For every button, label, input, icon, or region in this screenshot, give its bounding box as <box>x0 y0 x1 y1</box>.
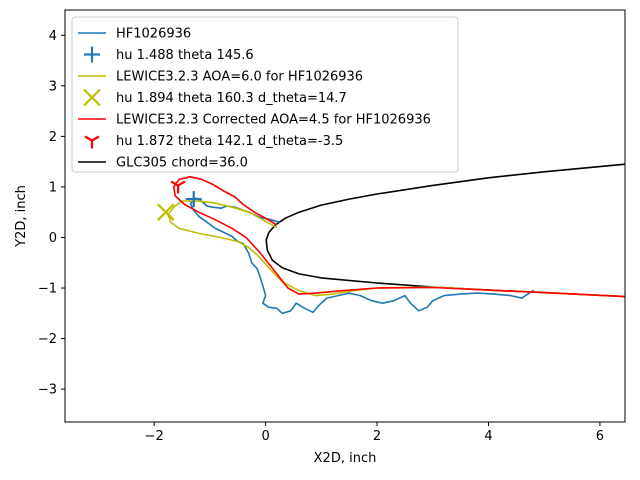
legend-swatch-3 <box>83 88 101 107</box>
x-axis-label: X2D, inch <box>314 451 377 466</box>
x-tick-label: 4 <box>484 429 492 444</box>
legend-swatch-1 <box>84 46 100 63</box>
legend-swatch-5 <box>84 135 100 149</box>
y-tick-label: 1 <box>49 180 57 195</box>
x-tick-label: 2 <box>373 429 381 444</box>
legend: HF1026936 hu 1.488 theta 145.6 LEWICE3.2.3… <box>71 16 459 173</box>
y-axis-label: Y2D, inch <box>14 185 29 248</box>
legend-label-0: HF1026936 <box>116 27 191 42</box>
y-tick-label: −1 <box>38 282 57 297</box>
legend-label-1: hu 1.488 theta 145.6 <box>116 48 254 63</box>
plot-frame <box>64 9 626 423</box>
legend-box <box>71 16 459 173</box>
legend-label-5: hu 1.872 theta 142.1 d_theta=-3.5 <box>116 134 343 149</box>
series-line-3 <box>172 176 625 298</box>
y-tick-label: −3 <box>38 383 57 398</box>
y-tick-label: 2 <box>49 130 57 145</box>
data-marker-1-b <box>157 203 175 221</box>
legend-swatch-5-c <box>91 135 100 142</box>
y-tick-label: 3 <box>49 79 57 94</box>
legend-label-4: LEWICE3.2.3 Corrected AOA=4.5 for HF1026… <box>116 113 431 128</box>
legend-label-3: hu 1.894 theta 160.3 d_theta=14.7 <box>116 91 347 106</box>
x-tick-label: −2 <box>145 429 164 444</box>
y-tick-label: 4 <box>49 29 57 44</box>
y-tick-label: −2 <box>38 332 57 347</box>
series-line-0 <box>265 163 625 298</box>
data-marker-2-b <box>170 180 179 187</box>
x-tick-label: 6 <box>596 429 604 444</box>
x-tick-label: 0 <box>261 429 269 444</box>
legend-label-6: GLC305 chord=36.0 <box>116 156 248 171</box>
legend-swatch-5-b <box>84 135 93 142</box>
data-marker-0 <box>185 191 202 208</box>
data-marker-2-c <box>177 180 186 187</box>
data-marker-2 <box>170 180 186 194</box>
data-marker-1 <box>157 203 175 221</box>
marker-layer <box>157 180 202 221</box>
legend-swatch-3-b <box>83 88 101 107</box>
legend-label-2: LEWICE3.2.3 AOA=6.0 for HF1026936 <box>116 70 363 85</box>
tick-layer: −2 0 2 4 6 −3 −2 −1 0 1 2 3 4 <box>38 29 604 444</box>
y-tick-label: 0 <box>49 231 57 246</box>
